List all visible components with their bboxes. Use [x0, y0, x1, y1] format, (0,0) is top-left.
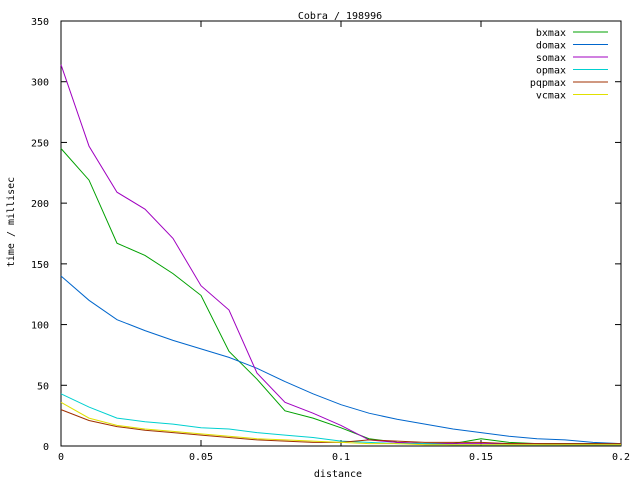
legend-label-opmax: opmax — [536, 66, 566, 77]
y-tick-label: 0 — [43, 442, 49, 453]
x-tick-label: 0.2 — [612, 452, 630, 463]
series-line-opmax — [60, 393, 621, 446]
series-line-bxmax — [60, 148, 621, 445]
x-tick-label: 0 — [58, 452, 64, 463]
y-tick-label: 350 — [31, 17, 49, 28]
legend-label-bxmax: bxmax — [536, 28, 566, 39]
axis-ticks: 0 0.05 0.1 0.15 0.2 0 50 100 150 200 250 300 350 — [31, 17, 630, 463]
x-axis-label: distance — [314, 469, 362, 480]
x-tick-label: 0.1 — [332, 452, 350, 463]
legend-label-pqpmax: pqpmax — [530, 78, 566, 89]
y-tick-label: 50 — [37, 381, 49, 392]
y-tick-label: 100 — [31, 321, 49, 332]
y-tick-label: 250 — [31, 138, 49, 149]
y-tick-label: 300 — [31, 78, 49, 89]
legend-label-domax: domax — [536, 41, 566, 52]
x-tick-label: 0.15 — [469, 452, 493, 463]
series-layer — [60, 64, 622, 446]
legend-label-vcmax: vcmax — [536, 91, 566, 102]
x-tick-label: 0.05 — [189, 452, 213, 463]
legend-label-somax: somax — [536, 53, 566, 64]
chart-title: Cobra / 198996 — [298, 11, 382, 22]
series-line-domax — [60, 275, 622, 445]
y-tick-label: 200 — [31, 199, 49, 210]
y-axis-label: time / millisec — [6, 177, 17, 267]
series-line-somax — [60, 64, 621, 446]
y-tick-label: 150 — [31, 260, 49, 271]
series-line-vcmax — [60, 401, 621, 446]
